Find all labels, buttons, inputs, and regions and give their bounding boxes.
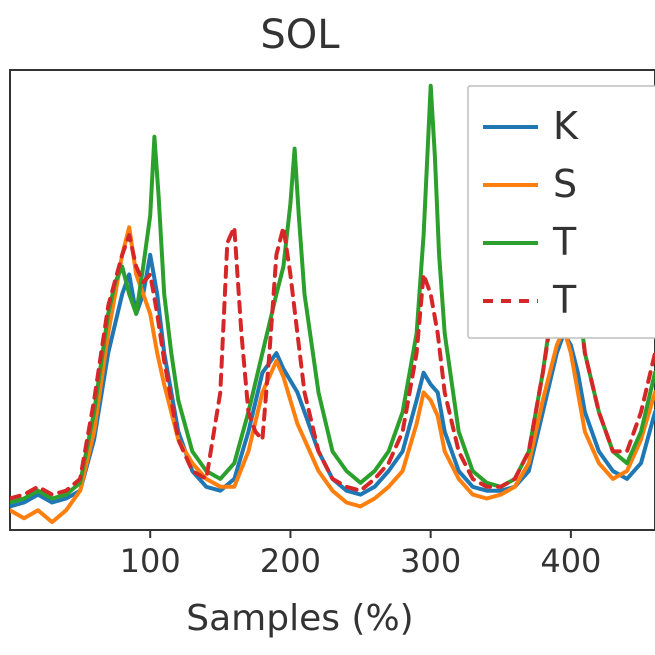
legend-label: T	[552, 220, 577, 264]
legend-label: S	[553, 162, 577, 206]
legend: KSTT	[468, 86, 655, 338]
x-ticks: 100 200 300 400	[120, 530, 602, 580]
x-tick-label: 400	[540, 542, 601, 580]
chart-title: SOL	[260, 12, 340, 58]
x-tick-label: 300	[400, 542, 461, 580]
legend-label: T	[552, 278, 577, 322]
sol-line-chart: SOL 100200300400 Samples (%) KSTT	[0, 0, 655, 655]
legend-label: K	[553, 104, 579, 148]
x-tick-label: 100	[120, 542, 181, 580]
x-tick-label: 200	[260, 542, 321, 580]
x-axis-label: Samples (%)	[186, 598, 413, 639]
